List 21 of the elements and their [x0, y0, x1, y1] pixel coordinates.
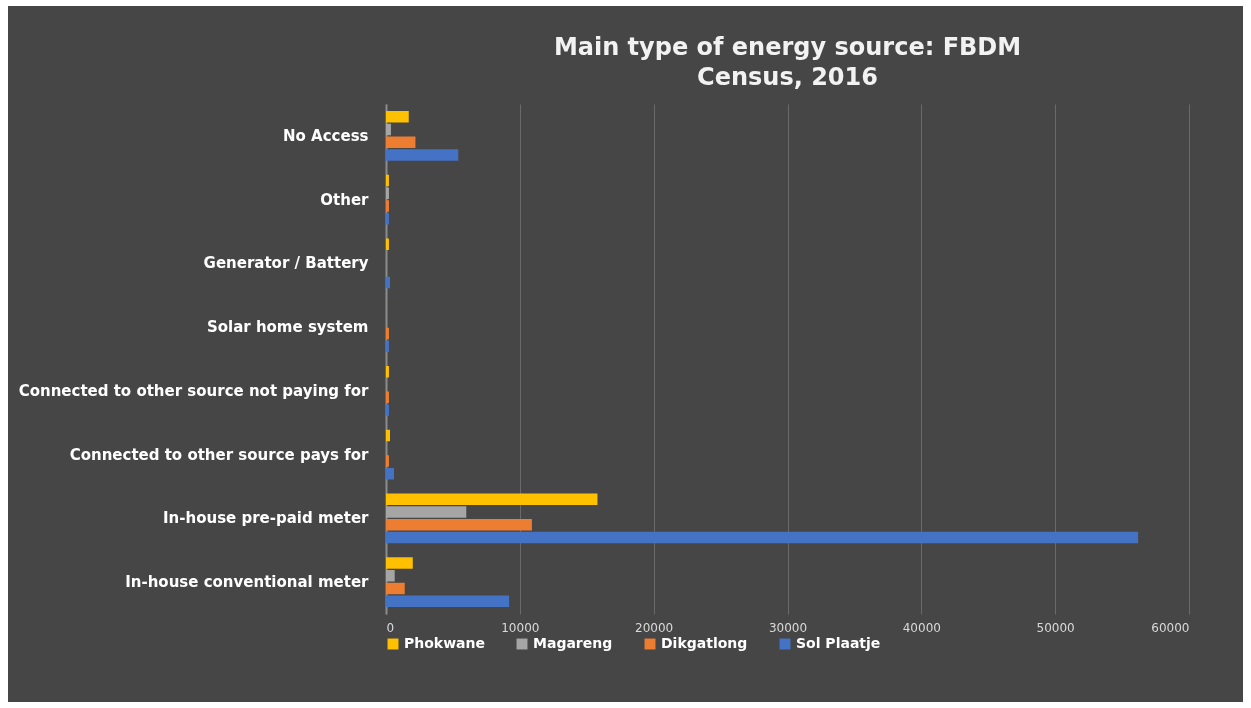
x-tick-label: 10000 [501, 620, 540, 635]
x-tick-label: 30000 [768, 620, 808, 635]
y-tick-label: Other [320, 190, 370, 209]
chart-subtitle: Census, 2016 [697, 63, 878, 91]
legend-label: Dikgatlong [661, 635, 748, 651]
legend-label: Phokwane [404, 635, 485, 651]
legend-label: Sol Plaatje [796, 635, 881, 651]
y-tick-label: Connected to other source not paying for [18, 381, 370, 400]
x-tick-label: 60000 [1151, 620, 1190, 635]
y-tick-label: Solar home system [206, 318, 369, 337]
y-tick-label: In-house conventional meter [125, 573, 370, 592]
chart-title: Main type of energy source: FBDM [553, 33, 1022, 61]
x-tick-label: 0 [386, 620, 395, 635]
legend-label: Magareng [533, 635, 613, 651]
y-tick-label: No Access [282, 126, 369, 145]
y-tick-label: Connected to other source pays for [69, 445, 370, 464]
y-tick-label: Generator / Battery [203, 254, 369, 273]
x-tick-label: 50000 [1036, 620, 1075, 635]
x-tick-label: 20000 [635, 620, 674, 635]
x-tick-label: 40000 [902, 620, 941, 635]
y-tick-label: In-house pre-paid meter [162, 509, 370, 528]
